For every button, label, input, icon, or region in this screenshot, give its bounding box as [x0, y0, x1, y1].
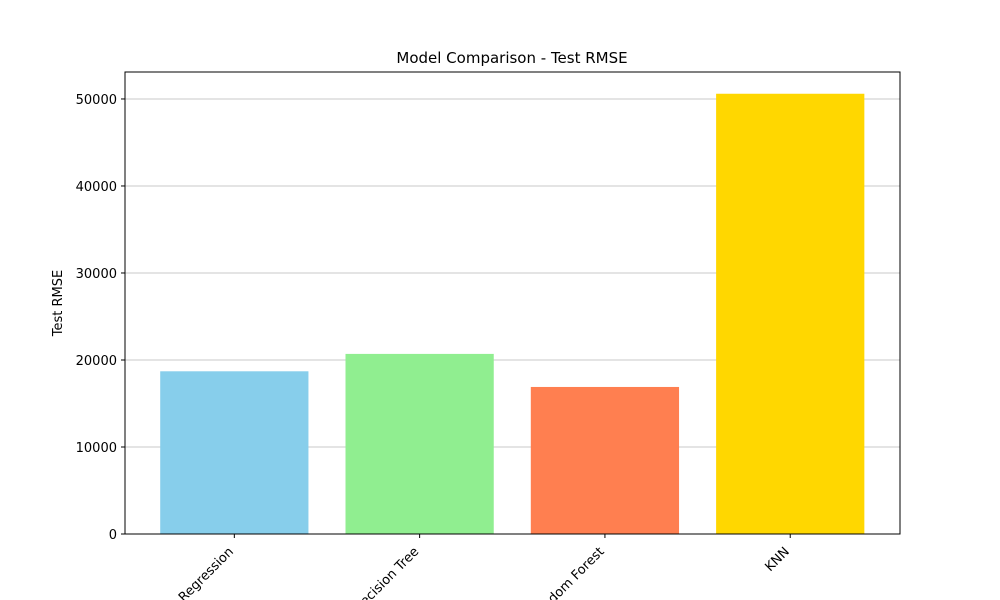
plot-frame [124, 71, 901, 535]
x-tick-label: Random Forest [528, 544, 608, 600]
bar [530, 386, 680, 534]
bar [716, 93, 865, 535]
y-tick-label: 10000 [76, 441, 117, 456]
bar [160, 371, 309, 534]
x-tick-label: Linear Regression [145, 544, 237, 600]
y-tick-label: 20000 [76, 354, 117, 369]
x-tick-label: Decision Tree [350, 544, 422, 600]
y-tick-label: 0 [109, 528, 117, 543]
x-tick-label: KNN [762, 544, 792, 574]
y-tick-label: 30000 [76, 267, 117, 282]
bar [345, 353, 494, 534]
y-axis-label: Test RMSE [51, 270, 66, 337]
y-tick-label: 40000 [76, 180, 117, 195]
chart-title: Model Comparison - Test RMSE [396, 49, 627, 67]
y-tick-label: 50000 [76, 93, 117, 108]
